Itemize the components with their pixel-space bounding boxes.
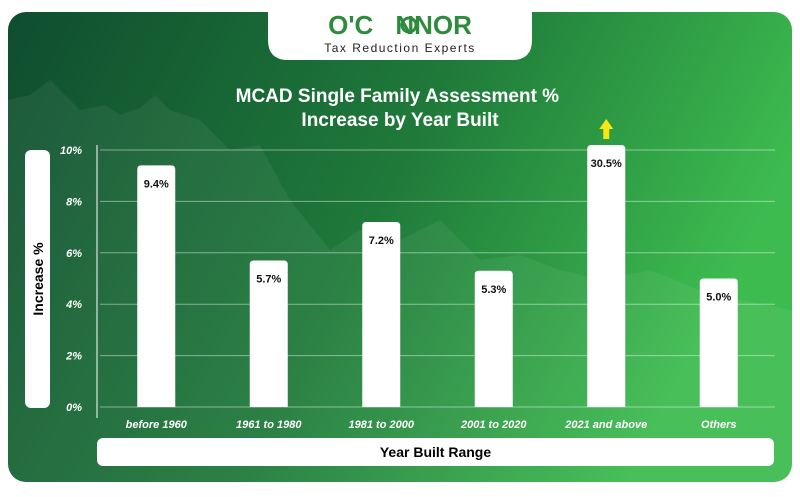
bar [137, 165, 176, 407]
bar-value-label: 5.3% [481, 284, 506, 296]
x-tick-label: 1961 to 1980 [236, 419, 302, 431]
logo-text-suffix: NNOR [395, 10, 472, 40]
bar [587, 145, 626, 407]
bar-value-label: 7.2% [369, 235, 394, 247]
logo-bulb-icon [400, 16, 418, 34]
y-tick-label: 2% [65, 351, 82, 363]
x-tick-label: 2021 and above [564, 419, 647, 431]
y-tick-label: 10% [60, 145, 82, 157]
x-tick-label: 2001 to 2020 [460, 419, 527, 431]
x-axis-title: Year Built Range [97, 438, 774, 466]
y-axis-title: Increase % [29, 242, 46, 316]
bar-value-label: 5.0% [706, 292, 731, 304]
x-axis-ticks: before 1960 1961 to 1980 1981 to 2000 2001 … [126, 419, 737, 431]
bar-value-label: 30.5% [591, 158, 622, 170]
bar-value-label: 5.7% [256, 274, 281, 286]
y-tick-label: 0% [66, 402, 82, 414]
overflow-arrow-icon [599, 119, 614, 139]
bar [362, 221, 401, 407]
chart-title-line-1: MCAD Single Family Assessment % [236, 86, 560, 107]
y-axis-ticks: 0% 2% 4% 6% 8% 10% [60, 145, 82, 414]
chart-bars: 9.4% 5.7% 7.2% 5.3% 30.5% 5.0% [137, 119, 738, 407]
bar [474, 270, 513, 407]
bar-value-label: 9.4% [144, 178, 169, 190]
brand-logo: O'C NNOR Tax Reduction Experts [268, 10, 532, 60]
chart-title-line-2: Increase by Year Built [301, 110, 499, 131]
y-axis-title-box: Increase % [25, 150, 50, 408]
bar [699, 278, 738, 407]
y-tick-label: 6% [66, 248, 82, 260]
chart-gridlines [96, 145, 775, 418]
y-tick-label: 8% [66, 196, 82, 208]
logo-text-prefix: O'C [328, 10, 373, 40]
x-tick-label: 1981 to 2000 [349, 419, 415, 431]
y-tick-label: 4% [65, 299, 82, 311]
chart-title: MCAD Single Family Assessment % Increase… [236, 86, 565, 131]
bar [249, 260, 288, 407]
x-tick-label: before 1960 [126, 419, 188, 431]
logo-tagline: Tax Reduction Experts [324, 41, 476, 55]
x-tick-label: Others [701, 419, 736, 431]
